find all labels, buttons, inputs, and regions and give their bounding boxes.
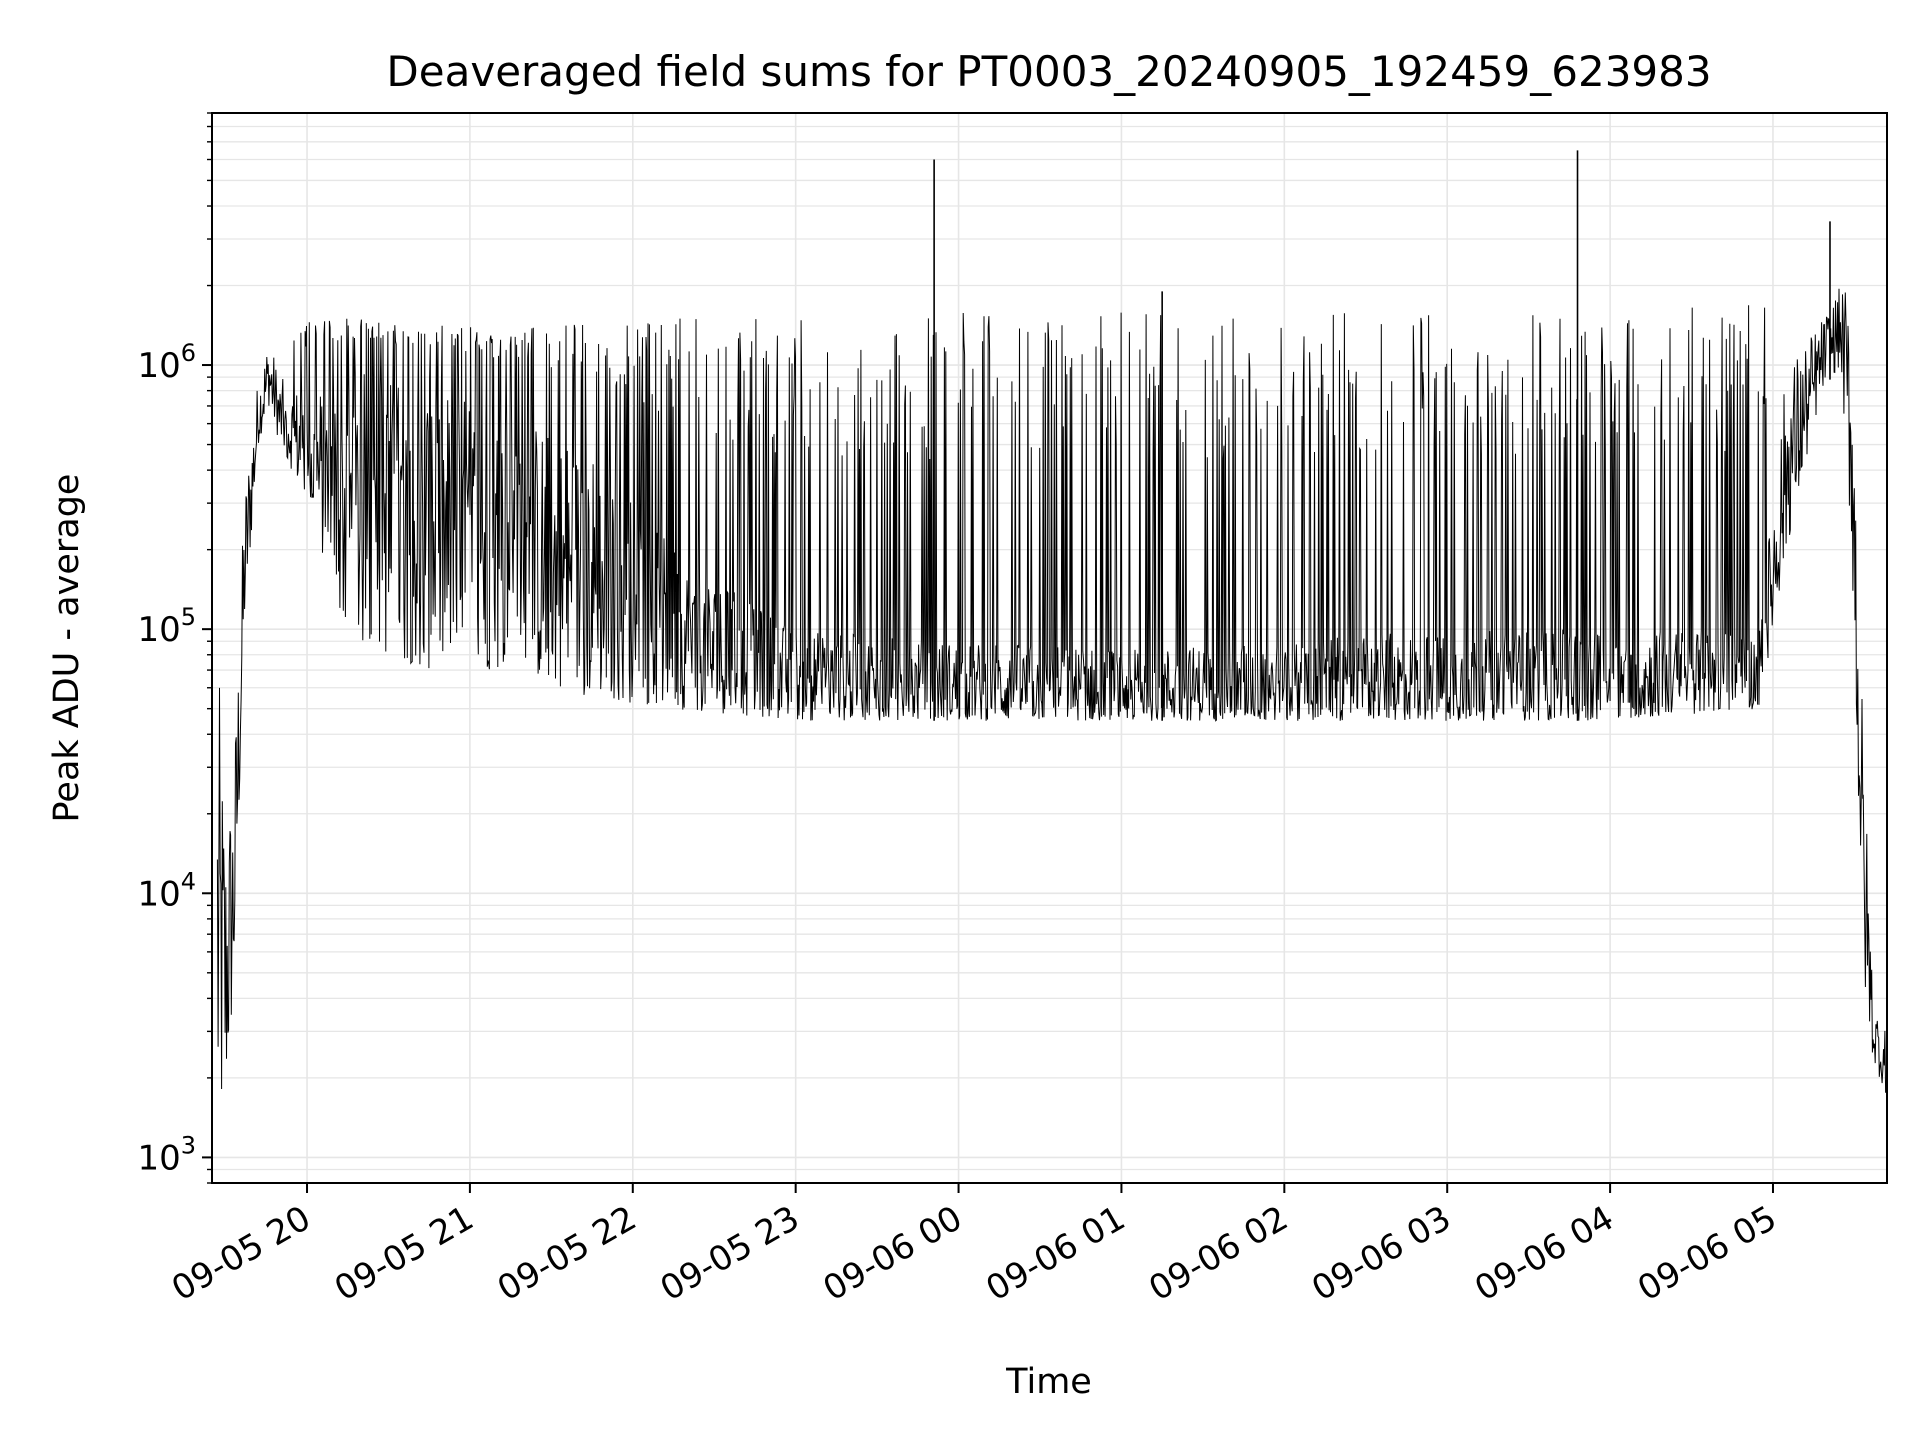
plot-frame [211,112,1888,1184]
series-line [216,288,1888,1093]
chart-title: Deaveraged field sums for PT0003_2024090… [386,47,1711,96]
x-axis-label: Time [1005,1362,1092,1402]
y-tick-label: 105 [137,603,196,650]
y-tick-label: 106 [137,339,196,386]
y-tick-label: 104 [137,867,196,914]
y-tick-label: 103 [137,1131,196,1178]
y-axis-label: Peak ADU - average [47,474,87,823]
series-layer [216,150,1888,1093]
